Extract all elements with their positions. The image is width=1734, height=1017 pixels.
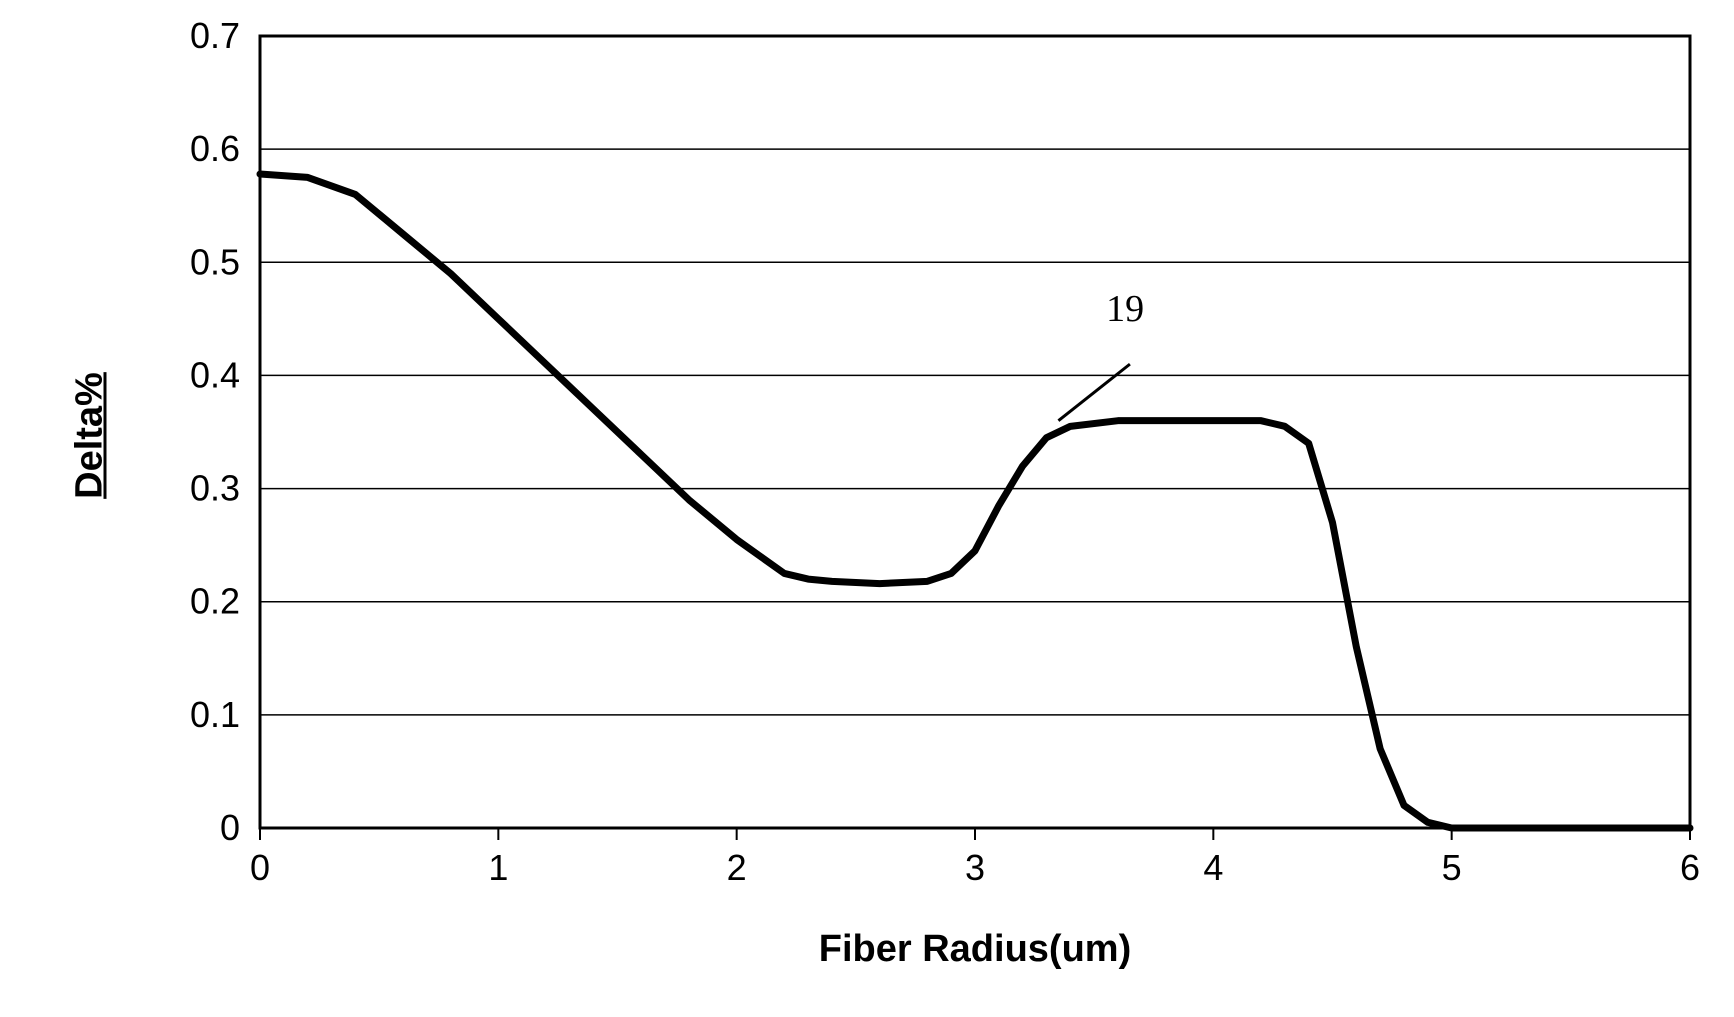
- x-tick-label: 0: [250, 847, 270, 888]
- y-tick-label: 0.7: [190, 15, 240, 56]
- annotation-label-19: 19: [1106, 287, 1144, 331]
- y-axis-label: Delta%: [69, 361, 112, 511]
- y-tick-label: 0.5: [190, 241, 240, 282]
- y-tick-label: 0.2: [190, 581, 240, 622]
- chart-svg: 0 1 2 3 4 5 6 0 0.1 0.2 0.3 0.4 0.5 0.6 0.7: [0, 0, 1734, 1017]
- x-tick-label: 6: [1680, 847, 1700, 888]
- y-tick-label: 0.1: [190, 694, 240, 735]
- x-axis-label: Fiber Radius(um): [260, 928, 1690, 971]
- y-tick-label: 0.3: [190, 468, 240, 509]
- y-tick-label: 0.6: [190, 128, 240, 169]
- x-tick-label: 2: [727, 847, 747, 888]
- x-tick-label: 1: [488, 847, 508, 888]
- x-tick-label: 5: [1442, 847, 1462, 888]
- chart-container: 0 1 2 3 4 5 6 0 0.1 0.2 0.3 0.4 0.5 0.6 0.7 Delta% Fib…: [0, 0, 1734, 1017]
- x-tick-label: 3: [965, 847, 985, 888]
- y-tick-label: 0: [220, 807, 240, 848]
- y-tick-label: 0.4: [190, 354, 240, 395]
- x-tick-label: 4: [1203, 847, 1223, 888]
